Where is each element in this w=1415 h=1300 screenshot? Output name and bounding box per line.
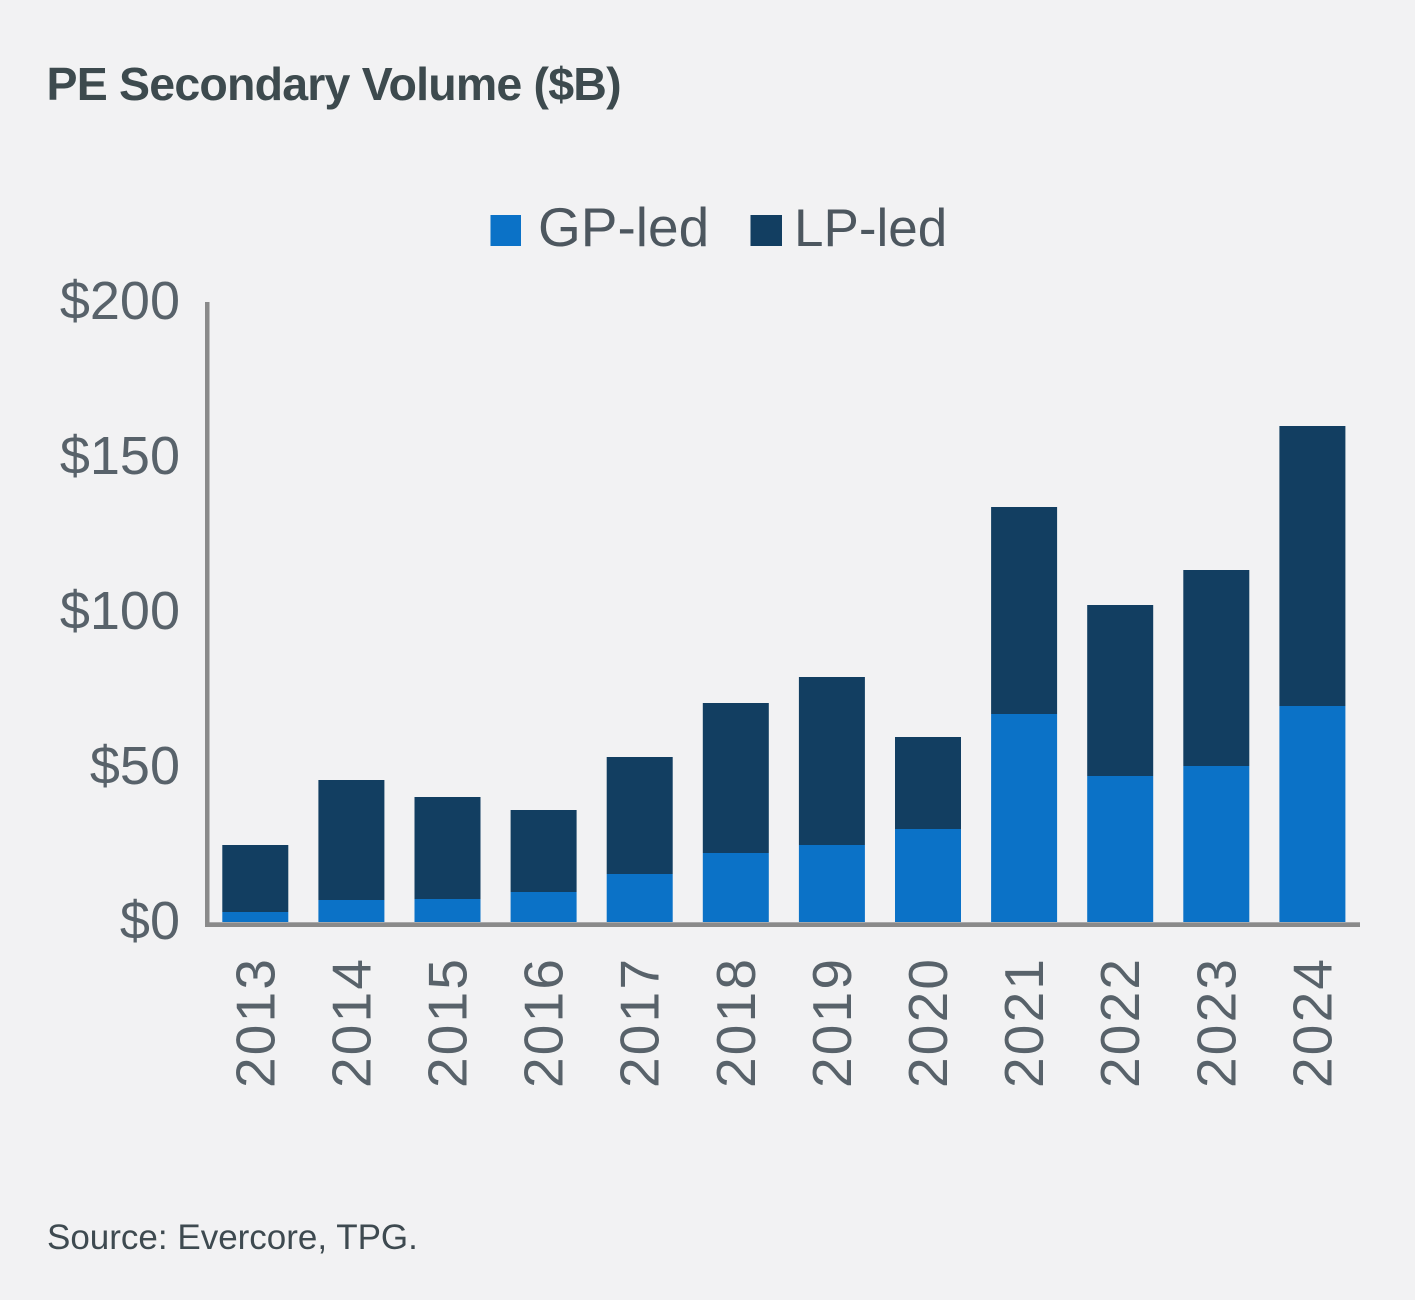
svg-text:2016: 2016 — [513, 957, 575, 1088]
svg-text:2015: 2015 — [417, 957, 479, 1088]
svg-text:LP-led: LP-led — [794, 199, 947, 258]
svg-text:2022: 2022 — [1089, 957, 1151, 1088]
svg-text:2023: 2023 — [1185, 957, 1247, 1088]
svg-text:$150: $150 — [60, 426, 180, 486]
svg-text:GP-led: GP-led — [538, 196, 709, 258]
svg-text:$100: $100 — [60, 581, 180, 641]
svg-text:$0: $0 — [120, 891, 180, 951]
svg-text:2024: 2024 — [1281, 957, 1343, 1088]
svg-text:2020: 2020 — [897, 957, 959, 1088]
svg-text:$50: $50 — [90, 736, 180, 796]
svg-text:2019: 2019 — [801, 957, 863, 1088]
svg-text:Source: Evercore, TPG.: Source: Evercore, TPG. — [47, 1218, 418, 1257]
svg-text:2017: 2017 — [609, 957, 671, 1088]
svg-text:PE Secondary Volume ($B): PE Secondary Volume ($B) — [47, 58, 621, 110]
svg-text:2014: 2014 — [320, 957, 382, 1088]
svg-text:2021: 2021 — [993, 957, 1055, 1088]
svg-text:$200: $200 — [60, 271, 180, 331]
svg-text:2018: 2018 — [705, 957, 767, 1088]
svg-text:2013: 2013 — [224, 957, 286, 1088]
